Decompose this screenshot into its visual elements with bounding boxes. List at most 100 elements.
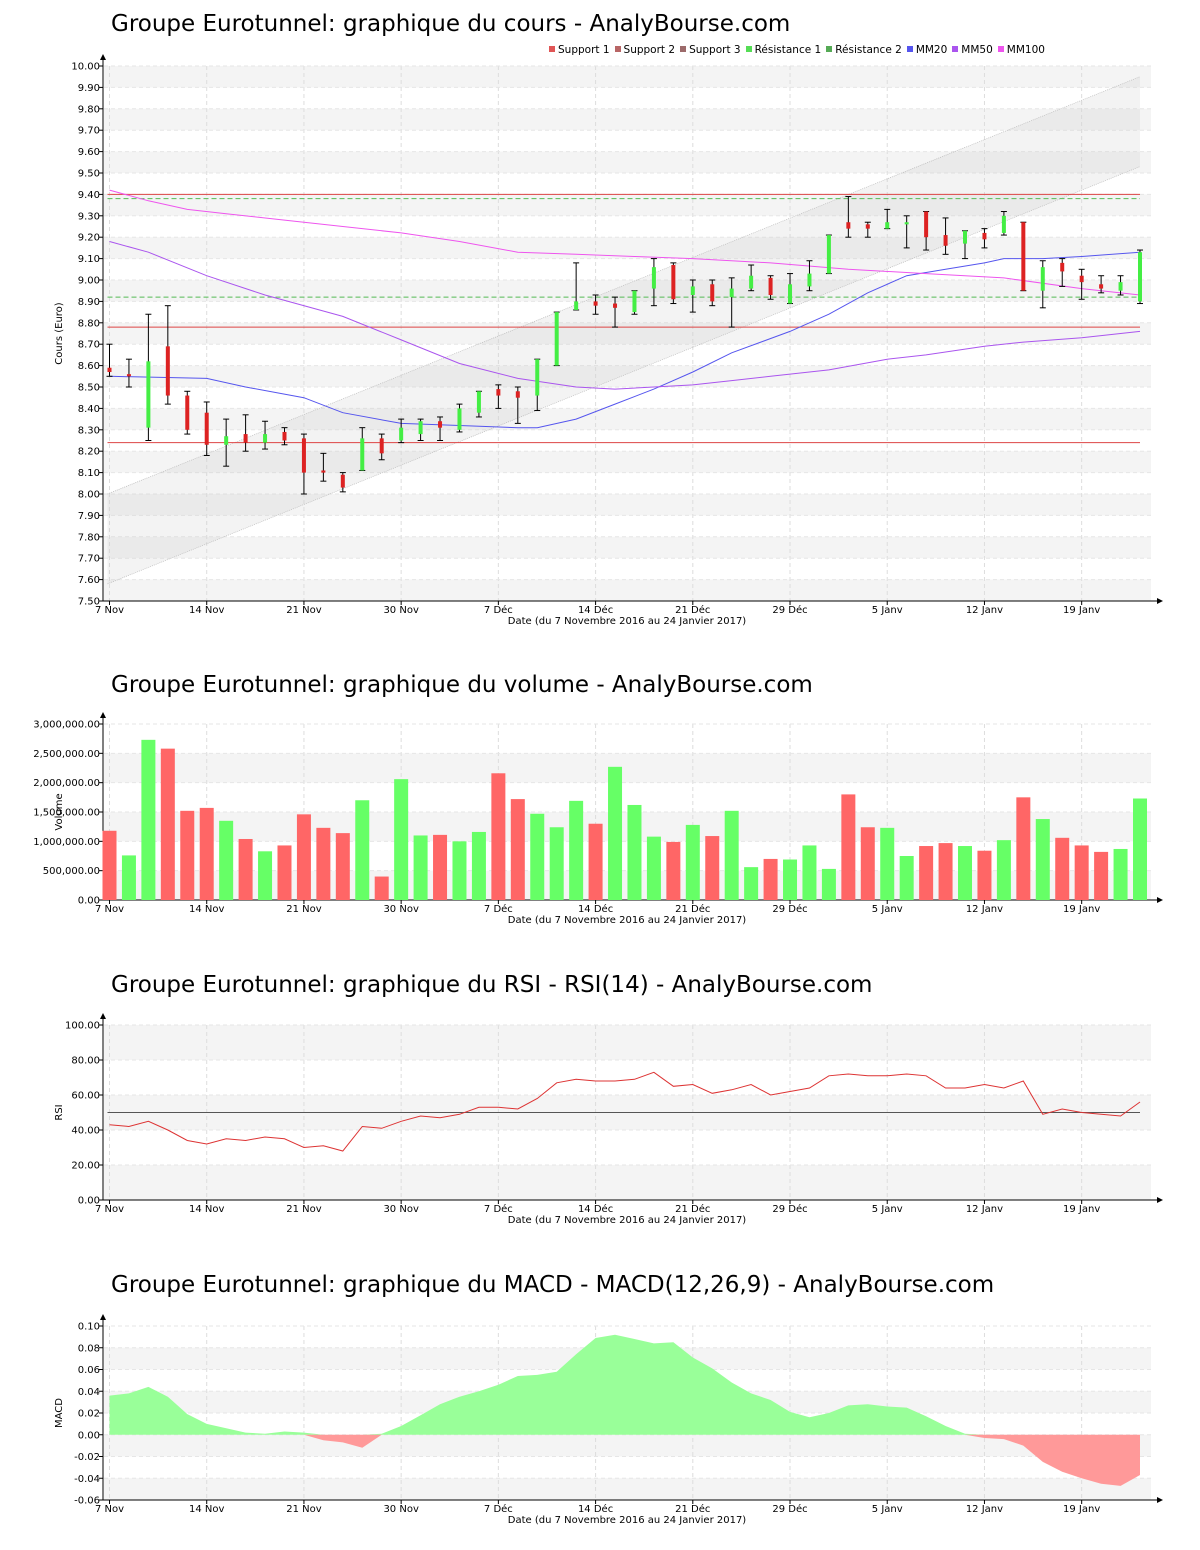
macd-yaxis-title: MACD [54,1398,65,1428]
price-title: Groupe Eurotunnel: graphique du cours - … [111,11,791,37]
candle-body [593,301,598,306]
price-chart: 7.50 7.60 7.70 7.80 7.90 8.00 8.10 8.20 8.30 8.40… [54,54,1163,627]
candle-body [243,434,248,443]
price-ytick-label: 7.70 [78,554,100,565]
volume-bar [199,807,214,900]
legend-label: Support 2 [623,44,676,56]
rsi-ytick-label: 60.00 [71,1091,100,1102]
volume-bar [938,843,953,900]
volume-bar [549,827,564,900]
rsi-xtick-label: 5 Janv [872,1204,903,1215]
volume-bar [1094,851,1109,900]
price-xtick-label: 19 Janv [1063,605,1100,616]
price-ytick-label: 8.70 [78,340,100,351]
price-ytick-label: 9.10 [78,254,100,265]
volume-bar [646,836,661,900]
rsi-ytick-label: 0.00 [78,1196,100,1207]
legend-label: Support 1 [558,44,610,56]
candle-body [924,211,929,238]
volume-bar [1035,819,1050,900]
candle-body [788,284,793,304]
price-xtick-label: 7 Nov [95,605,124,616]
price-xtick-label: 14 Déc [578,604,613,616]
volume-ytick-label: 500,000.00 [43,866,100,877]
candle-body [749,275,754,289]
legend-item: MM50 [952,44,993,56]
price-xaxis-title: Date (du 7 Novembre 2016 au 24 Janvier 2… [508,616,747,627]
legend-item: Support 2 [614,44,676,56]
price-band [104,151,1151,173]
price-band [104,494,1151,516]
volume-ytick-label: 3,000,000.00 [33,720,100,731]
price-ytick-label: 7.90 [78,511,100,522]
price-channel-lower [107,166,1141,585]
legend-label: Résistance 1 [754,44,822,56]
candle-body [574,301,579,310]
candle-body [1138,252,1142,302]
price-band [104,108,1151,131]
price-channel [107,76,1140,584]
candle-body [807,273,812,287]
candle-body [1118,282,1123,291]
price-ytick-label: 8.90 [78,297,100,308]
price-band [104,536,1151,559]
candle-body [943,235,948,246]
price-ytick-label: 9.90 [78,83,100,94]
volume-xtick-label: 12 Janv [966,904,1003,915]
rsi-xtick-label: 14 Nov [189,1204,225,1215]
volume-xtick-label: 14 Nov [189,904,225,915]
volume-yaxis-title: Volume [54,793,65,830]
candle-body [865,224,870,229]
volume-bar [296,814,311,900]
candle-body [535,359,540,396]
macd-ytick-label: -0.06 [74,1496,100,1507]
volume-ytick-label: 0.00 [78,896,100,907]
price-xtick-label: 7 Déc [484,604,513,616]
price-ytick-label: 8.10 [78,468,100,479]
candle-body [204,412,209,445]
rsi-ytick-label: 40.00 [71,1126,100,1137]
candle-body [379,438,384,454]
rsi-xtick-label: 14 Déc [578,1203,613,1215]
legend-label: MM20 [915,44,948,56]
price-xtick-label: 12 Janv [966,605,1003,616]
price-ytick-label: 9.60 [78,147,100,158]
price-xtick-label: 5 Janv [872,605,903,616]
macd-ytick-label: 0.10 [78,1322,100,1333]
price-ytick-label: 9.80 [78,104,100,115]
volume-bar [180,810,195,900]
candle-body [632,290,637,313]
rsi-xtick-label: 12 Janv [966,1204,1003,1215]
volume-xtick-label: 21 Nov [286,904,322,915]
volume-bar [258,851,273,900]
macd-ytick-label: -0.04 [74,1474,100,1485]
series-mm20 [109,251,1141,429]
price-xtick-label: 14 Nov [189,605,225,616]
volume-bar [608,766,623,900]
price-ytick-label: 9.70 [78,126,100,137]
candle-body [321,470,326,473]
macd-ytick-label: 0.00 [78,1430,100,1441]
macd-xtick-label: 7 Déc [484,1503,513,1515]
volume-bar [783,859,798,900]
price-xtick-label: 21 Nov [286,605,322,616]
rsi-ytick-label: 100.00 [65,1021,100,1032]
rsi-xaxis-title: Date (du 7 Novembre 2016 au 24 Janvier 2… [508,1215,747,1226]
legend-item: Support 1 [549,44,610,56]
price-ytick-label: 9.40 [78,190,100,201]
candle-body [1079,275,1084,283]
candle-body [554,312,559,366]
candle-body [185,395,190,430]
macd-xtick-label: 14 Déc [578,1503,613,1515]
macd-ytick-label: 0.08 [78,1343,100,1354]
rsi-line [109,1071,1141,1152]
volume-xtick-label: 21 Déc [675,903,710,915]
rsi-ytick-label: 20.00 [71,1161,100,1172]
macd-xtick-label: 19 Janv [1063,1504,1100,1515]
candle-body [671,265,676,300]
volume-bar [996,840,1011,900]
rsi-yaxis-title: RSI [54,1104,65,1120]
candle-body [729,288,734,298]
